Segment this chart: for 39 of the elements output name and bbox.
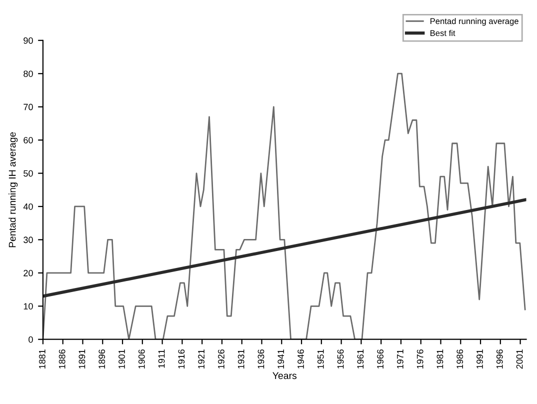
x-tick-label: 1976 bbox=[416, 349, 424, 368]
x-tick-label: 1906 bbox=[138, 349, 145, 368]
x-tick-label: 1891 bbox=[78, 350, 86, 368]
legend-label: Best fit bbox=[430, 30, 456, 36]
x-tick-label: 1946 bbox=[298, 349, 304, 368]
x-tick-label: 1896 bbox=[98, 349, 106, 368]
x-tick-label: 1901 bbox=[118, 350, 125, 368]
x-tick-label: 1966 bbox=[377, 349, 384, 368]
x-tick-label: 1936 bbox=[258, 349, 264, 368]
x-tick-label: 1981 bbox=[436, 350, 444, 368]
x-tick-label: 1951 bbox=[317, 350, 324, 368]
x-axis-title: Years bbox=[272, 372, 297, 380]
x-tick-label: 1986 bbox=[456, 349, 464, 368]
y-tick-label: 40 bbox=[23, 203, 33, 210]
legend-label: Pentad running average bbox=[430, 18, 518, 26]
y-tick-label: 10 bbox=[24, 303, 33, 310]
x-tick-label: 1996 bbox=[496, 349, 503, 368]
x-tick-label: 1916 bbox=[178, 349, 185, 368]
x-tick-label: 1956 bbox=[337, 349, 344, 368]
y-tick-label: 70 bbox=[24, 104, 33, 110]
x-tick-label: 1971 bbox=[396, 350, 404, 368]
x-tick-label: 1911 bbox=[158, 350, 165, 368]
x-tick-label: 2001 bbox=[516, 350, 523, 369]
y-tick-label: 50 bbox=[24, 170, 33, 177]
x-tick-label: 1886 bbox=[58, 349, 66, 368]
x-tick-label: 1941 bbox=[278, 350, 284, 368]
x-tick-label: 1921 bbox=[198, 350, 204, 368]
x-tick-label: 1991 bbox=[476, 350, 483, 368]
x-tick-label: 1961 bbox=[357, 350, 364, 368]
x-tick-label: 1881 bbox=[38, 350, 46, 368]
x-tick-label: 1931 bbox=[238, 350, 244, 368]
y-tick-label: 60 bbox=[24, 137, 33, 144]
y-axis-title: Pentad running IH average bbox=[8, 132, 18, 248]
y-tick-label: 20 bbox=[24, 270, 33, 276]
y-tick-label: 0 bbox=[28, 336, 33, 343]
y-tick-label: 80 bbox=[24, 70, 33, 77]
y-tick-label: 90 bbox=[24, 37, 33, 44]
y-tick-label: 30 bbox=[24, 236, 33, 244]
x-tick-label: 1926 bbox=[218, 349, 224, 368]
